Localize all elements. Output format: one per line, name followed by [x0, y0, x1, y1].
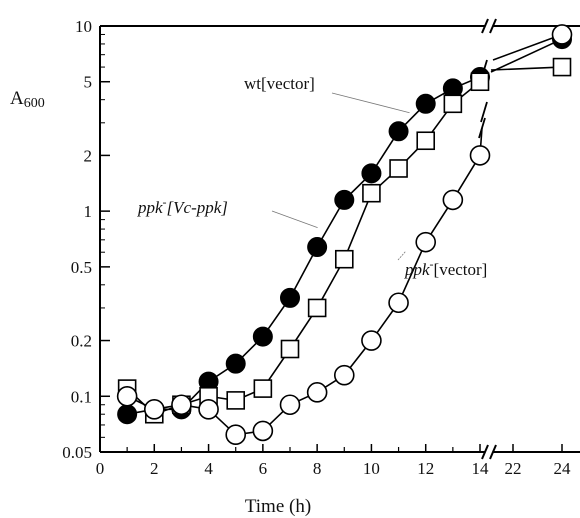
annotation-wt-vector: wt[vector] — [244, 74, 315, 93]
annotation-ppk-vector-sup: - — [430, 257, 434, 271]
y-tick-label-0.1: 0.1 — [71, 387, 92, 406]
annotation-ppk-vector: ppk-[vector] — [404, 257, 487, 279]
series-0-point-6 — [280, 287, 300, 308]
x-tick-label-0: 0 — [96, 459, 105, 478]
y-tick-label-1: 1 — [84, 202, 93, 221]
series-0-point-5 — [252, 326, 273, 347]
series-2-point-5 — [252, 420, 274, 442]
series-0-point-9 — [361, 163, 382, 184]
series-2-point-8 — [333, 364, 355, 386]
x-tick-label-22: 22 — [505, 459, 522, 478]
y-tick-label-0.5: 0.5 — [71, 258, 92, 277]
series-1-point-9 — [362, 183, 381, 203]
series-2-break-mark — [478, 117, 486, 139]
series-markers — [116, 24, 573, 446]
y-axis-label-main: A — [10, 88, 24, 109]
series-2-point-7 — [306, 382, 328, 403]
annotation-ppk-vector-bracket: [vector] — [434, 260, 488, 279]
annotation-ppk-vc-ppk-bracket: [Vc-ppk] — [167, 198, 228, 217]
annotation-leader-ppk-vector — [397, 251, 406, 261]
y-tick-label-10: 10 — [75, 17, 92, 36]
y-axis-label-subscript: 600 — [24, 96, 45, 111]
axis-break-mark-0 — [481, 444, 489, 460]
series-2-point-13 — [469, 145, 491, 166]
series-2-line-after-break — [492, 33, 563, 61]
series-1-point-13 — [470, 72, 490, 92]
x-tick-label-12: 12 — [417, 459, 434, 478]
annotations: wt[vector] ppk-[Vc-ppk] ppk-[vector] — [137, 74, 487, 279]
series-0-point-7 — [307, 237, 328, 258]
x-tick-label-6: 6 — [259, 459, 268, 478]
axis-break-mark-1 — [489, 444, 497, 460]
x-tick-label-2: 2 — [150, 459, 159, 478]
series-2-point-9 — [361, 330, 382, 351]
axis-break-mark-2 — [481, 18, 489, 34]
x-tick-label-4: 4 — [204, 459, 213, 478]
series-2-point-10 — [388, 292, 409, 314]
x-tick-label-14: 14 — [472, 459, 490, 478]
series-2-point-14 — [551, 24, 573, 45]
annotation-ppk-vc-ppk-sup: - — [163, 195, 167, 209]
series-2-point-3 — [198, 399, 219, 420]
series-0-point-11 — [415, 93, 436, 114]
series-2-point-12 — [442, 189, 464, 211]
series-0-point-10 — [388, 121, 409, 142]
y-tick-label-2: 2 — [84, 146, 93, 165]
annotation-ppk-vc-ppk: ppk-[Vc-ppk] — [137, 195, 228, 217]
series-1-point-12 — [443, 94, 463, 114]
series-1-point-8 — [334, 249, 354, 269]
x-tick-label-24: 24 — [554, 459, 572, 478]
series-2-point-0 — [116, 385, 138, 407]
series-0-break-mark — [480, 101, 488, 123]
x-tick-label-10: 10 — [363, 459, 380, 478]
series-2-point-6 — [279, 394, 301, 416]
series-1-point-11 — [416, 131, 436, 151]
series-0-point-8 — [334, 189, 355, 210]
y-tick-label-0.2: 0.2 — [71, 332, 92, 351]
series-0-point-0 — [117, 404, 138, 425]
series-1-point-6 — [280, 339, 300, 359]
x-axis-label: Time (h) — [245, 496, 311, 517]
series-1-point-4 — [226, 391, 246, 410]
series-1-point-14 — [552, 57, 572, 77]
series-1-point-5 — [253, 379, 273, 398]
series-1-line-after-break — [490, 66, 563, 71]
axis-break-mark-3 — [489, 18, 497, 34]
y-tick-label-0.05: 0.05 — [62, 443, 92, 462]
series-1-point-10 — [389, 159, 408, 178]
series-2-point-2 — [171, 394, 192, 416]
series-0-line-after-break — [490, 38, 563, 73]
y-axis-label: A600 — [10, 88, 45, 111]
annotation-ppk-vc-ppk-main: ppk — [137, 198, 163, 217]
series-2-point-11 — [415, 231, 437, 253]
axes-layer — [99, 18, 580, 460]
series-2-point-1 — [143, 399, 165, 420]
series-2-point-4 — [225, 424, 247, 446]
y-tick-label-5: 5 — [84, 73, 93, 92]
annotation-leader-ppk-vc-ppk — [271, 210, 318, 228]
x-tick-label-8: 8 — [313, 459, 322, 478]
series-0-point-4 — [225, 353, 246, 374]
annotation-leader-wt-vector — [331, 92, 410, 114]
series-1-point-7 — [307, 298, 327, 318]
annotation-ppk-vector-main: ppk — [404, 260, 430, 279]
